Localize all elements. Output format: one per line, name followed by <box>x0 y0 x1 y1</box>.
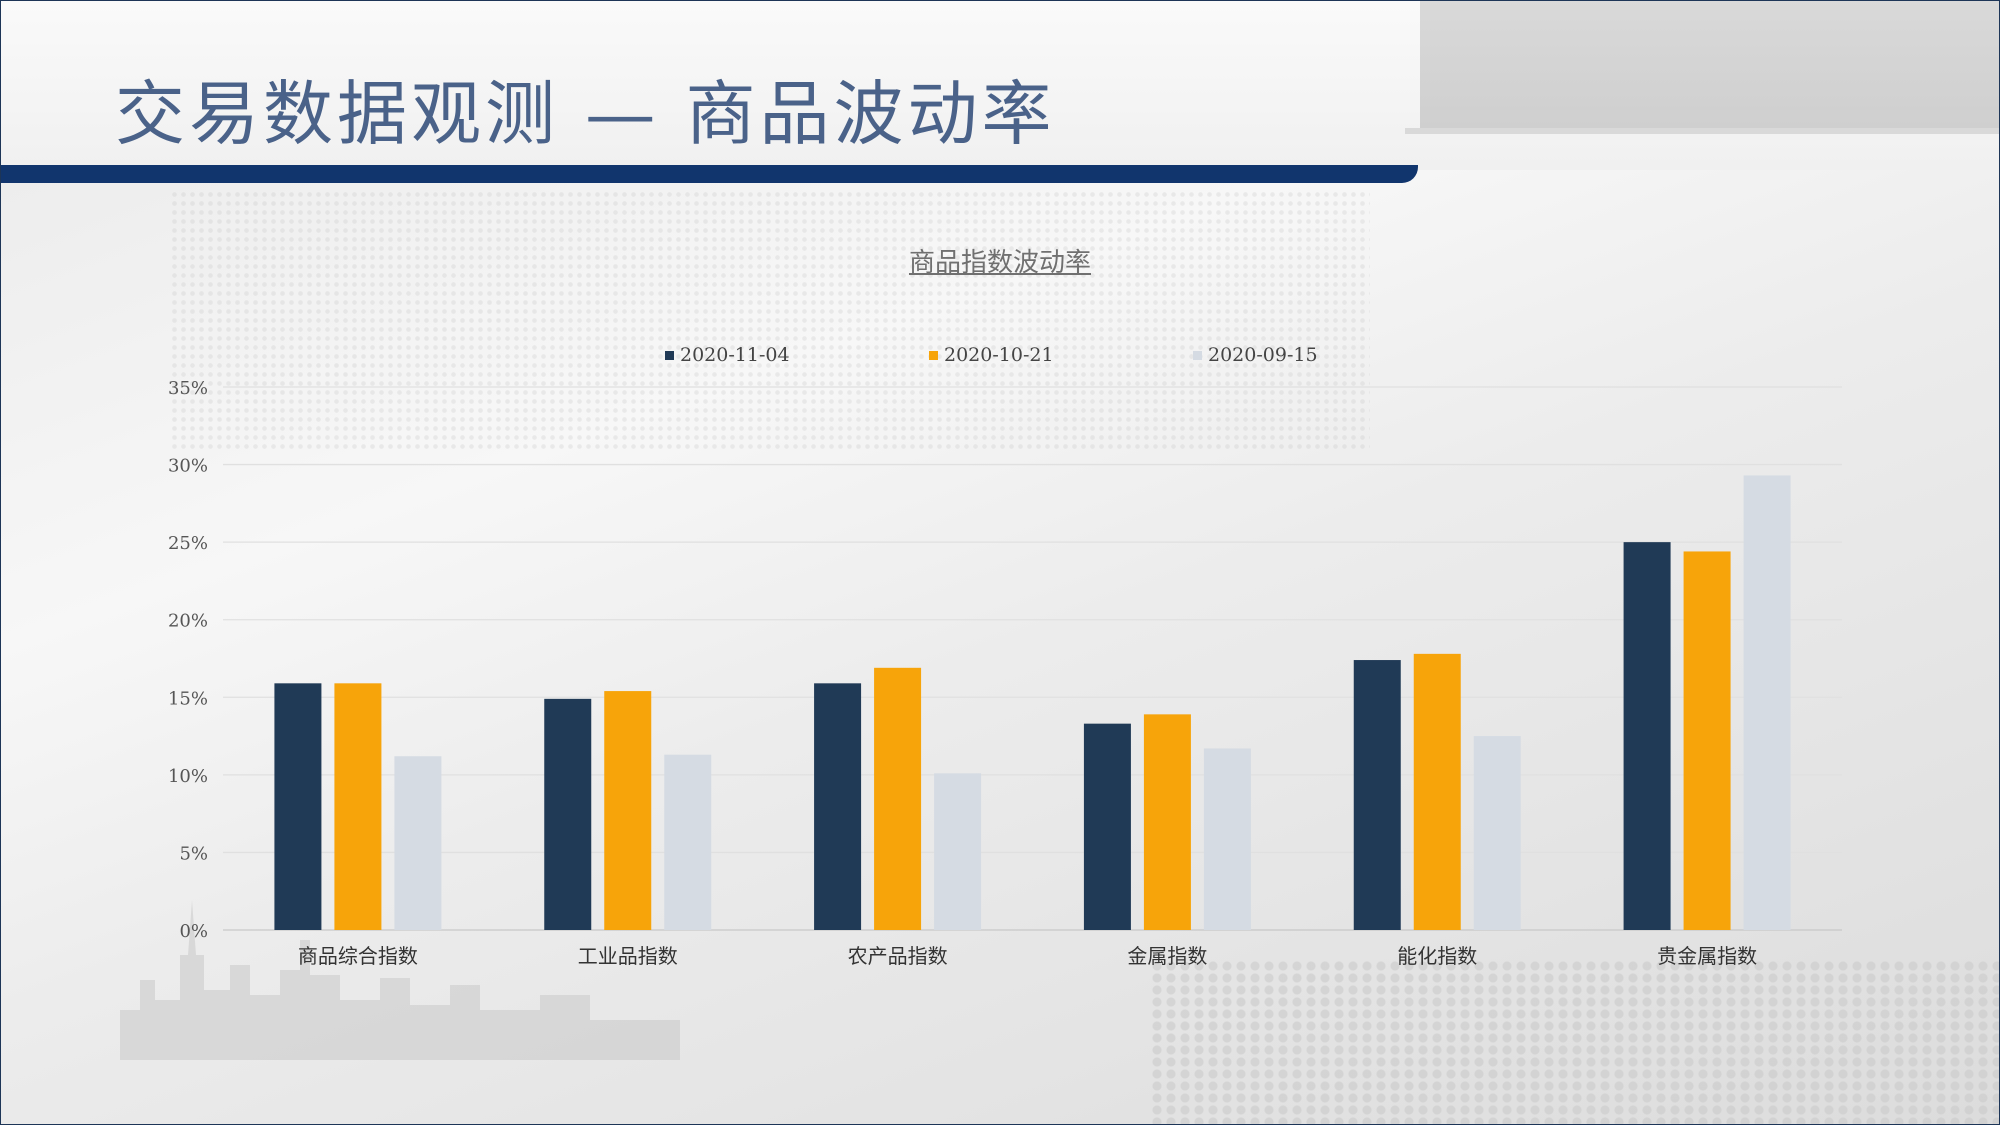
y-tick-label: 20% <box>168 611 208 632</box>
bar <box>814 683 862 930</box>
bar <box>874 667 922 930</box>
x-category-label: 能化指数 <box>1397 944 1477 968</box>
bar <box>1473 736 1521 930</box>
legend-item-series-3: 2020-09-15 <box>1193 344 1318 366</box>
y-tick-label: 5% <box>179 843 208 864</box>
legend-item-series-1: 2020-11-04 <box>665 344 790 366</box>
bar <box>1743 475 1791 930</box>
x-category-label: 金属指数 <box>1127 944 1207 968</box>
chart-legend: 2020-11-04 2020-10-21 2020-09-15 <box>0 344 2000 372</box>
bar <box>664 754 712 930</box>
title-underline-bar <box>0 165 1418 183</box>
bar <box>1083 723 1131 930</box>
legend-label-series-2: 2020-10-21 <box>944 344 1054 366</box>
bar <box>274 683 322 930</box>
bar <box>1353 660 1401 930</box>
x-category-label: 商品综合指数 <box>298 944 418 968</box>
legend-swatch-series-3 <box>1193 350 1202 360</box>
y-tick-label: 0% <box>179 921 208 942</box>
y-tick-label: 10% <box>168 766 208 787</box>
legend-swatch-series-1 <box>665 350 674 360</box>
chart-title: 商品指数波动率 <box>908 248 1091 278</box>
bar <box>934 773 982 930</box>
y-tick-label: 30% <box>168 456 208 477</box>
legend-label-series-1: 2020-11-04 <box>680 344 790 366</box>
x-category-label: 农产品指数 <box>848 944 948 968</box>
bar <box>1203 748 1251 930</box>
x-category-label: 工业品指数 <box>578 944 678 968</box>
bar <box>1623 542 1671 930</box>
slide-title: 交易数据观测 — 商品波动率 <box>115 73 1056 155</box>
bar <box>604 691 652 930</box>
legend-item-series-2: 2020-10-21 <box>929 344 1054 366</box>
y-tick-label: 15% <box>168 688 208 709</box>
bar <box>1143 714 1191 930</box>
legend-swatch-series-2 <box>929 350 938 360</box>
bar <box>1683 551 1731 930</box>
city-skyline-decoration <box>120 900 680 1060</box>
hex-pattern-decoration <box>1150 960 2000 1125</box>
y-tick-label: 25% <box>168 533 208 554</box>
bar <box>544 698 592 930</box>
bar <box>394 756 442 930</box>
title-bar-tail <box>1405 128 2000 134</box>
world-map-decoration <box>170 190 1370 450</box>
y-tick-label: 35% <box>168 378 208 399</box>
bar <box>1413 653 1461 930</box>
bar <box>334 683 382 930</box>
title-band-right <box>1420 0 2000 128</box>
legend-label-series-3: 2020-09-15 <box>1208 344 1318 366</box>
x-category-label: 贵金属指数 <box>1657 944 1757 968</box>
